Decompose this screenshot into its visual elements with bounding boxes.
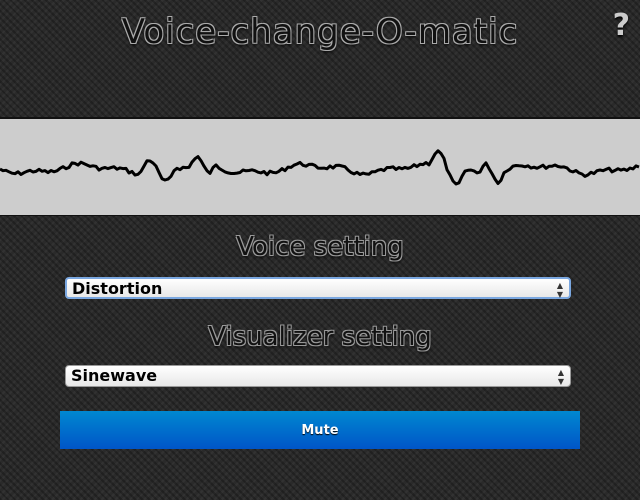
voice-setting-select[interactable]: Distortion ▲ ▼ [65, 277, 571, 299]
visualizer-setting-label: Visualizer setting [208, 322, 432, 352]
waveform [0, 149, 640, 186]
voice-setting-value: Distortion [72, 279, 163, 298]
app-title: Voice-change-O-matic [121, 12, 519, 52]
waveform-line [0, 149, 640, 186]
visualizer-setting-select[interactable]: Sinewave ▲ ▼ [65, 365, 571, 387]
help-button[interactable]: ? [612, 8, 630, 43]
mute-button[interactable]: Mute [60, 411, 580, 449]
select-arrows-icon: ▲ ▼ [557, 368, 564, 386]
visualizer-setting-value: Sinewave [71, 366, 158, 385]
select-arrows-icon: ▲ ▼ [556, 281, 563, 299]
voice-setting-label: Voice setting [236, 232, 404, 262]
visualizer-canvas [0, 117, 640, 216]
